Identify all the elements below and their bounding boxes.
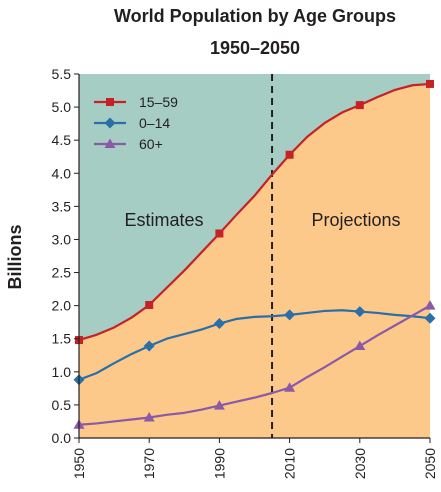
- legend-label-0-14: 0–14: [139, 115, 170, 131]
- data-point-15-59-2010: [285, 150, 294, 159]
- y-tick-label-1.5: 1.5: [52, 331, 72, 347]
- x-tick-label-2050: 2050: [422, 448, 438, 479]
- estimates-label: Estimates: [124, 210, 203, 230]
- data-point-60plus-2050: [424, 300, 436, 310]
- chart-title: World Population by Age Groups: [114, 6, 396, 26]
- x-tick-label-1950: 1950: [71, 448, 87, 479]
- series-line-0-14: [78, 309, 431, 381]
- data-point-15-59-2030: [355, 101, 364, 110]
- series-line-60plus: [78, 304, 431, 426]
- legend-marker-60plus: [104, 138, 116, 148]
- y-tick-label-4.0: 4.0: [52, 165, 72, 181]
- y-tick-label-0.5: 0.5: [52, 397, 72, 413]
- data-point-60plus-1970: [143, 411, 155, 422]
- x-tick-label-1970: 1970: [141, 448, 157, 479]
- data-point-0-14-1970: [143, 340, 155, 352]
- legend-label-15-59: 15–59: [139, 94, 178, 110]
- x-tick-label-2010: 2010: [282, 448, 298, 479]
- data-point-60plus-2030: [354, 340, 366, 351]
- series-line-15-59: [78, 82, 431, 342]
- legend-label-60plus: 60+: [139, 136, 163, 152]
- legend-marker-15-59: [106, 98, 114, 106]
- plot-area: [73, 74, 436, 439]
- data-point-15-59-1990: [215, 229, 224, 238]
- data-point-0-14-2010: [284, 309, 296, 321]
- data-point-60plus-1990: [213, 400, 225, 410]
- y-tick-label-1.0: 1.0: [52, 364, 72, 380]
- data-point-0-14-2030: [354, 306, 366, 318]
- axes: 0.0 0.5 1.0 1.5 2.0 2.5 3.0 3.5 4.0 4.5 5.0 5.5 1950…: [52, 66, 438, 479]
- y-tick-label-4.5: 4.5: [52, 132, 72, 148]
- legend-marker-0-14: [104, 117, 116, 129]
- y-tick-label-3.0: 3.0: [52, 231, 72, 247]
- data-point-60plus-2010: [284, 382, 296, 392]
- y-tick-label-0.0: 0.0: [52, 430, 72, 446]
- chart-subtitle: 1950–2050: [210, 38, 300, 58]
- y-tick-label-5.5: 5.5: [52, 66, 72, 82]
- y-tick-label-2.0: 2.0: [52, 298, 72, 314]
- y-axis-label: Billions: [5, 224, 25, 289]
- projections-label: Projections: [311, 210, 400, 230]
- data-point-15-59-2050: [426, 79, 434, 88]
- legend: 15–59 0–14 60+: [94, 94, 178, 152]
- data-point-0-14-1990: [213, 318, 225, 330]
- data-point-15-59-1970: [145, 300, 154, 309]
- data-point-0-14-2050: [424, 312, 436, 324]
- y-tick-label-2.5: 2.5: [52, 265, 72, 281]
- y-tick-label-3.5: 3.5: [52, 198, 72, 214]
- area-fill-under-15-59: [79, 83, 430, 439]
- y-tick-label-5.0: 5.0: [52, 99, 72, 115]
- x-tick-label-2030: 2030: [352, 448, 368, 479]
- x-tick-label-1990: 1990: [211, 448, 227, 479]
